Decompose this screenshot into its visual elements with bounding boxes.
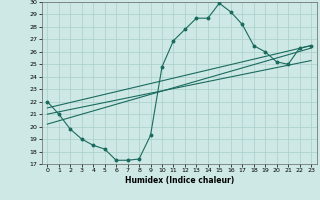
X-axis label: Humidex (Indice chaleur): Humidex (Indice chaleur) bbox=[124, 176, 234, 185]
